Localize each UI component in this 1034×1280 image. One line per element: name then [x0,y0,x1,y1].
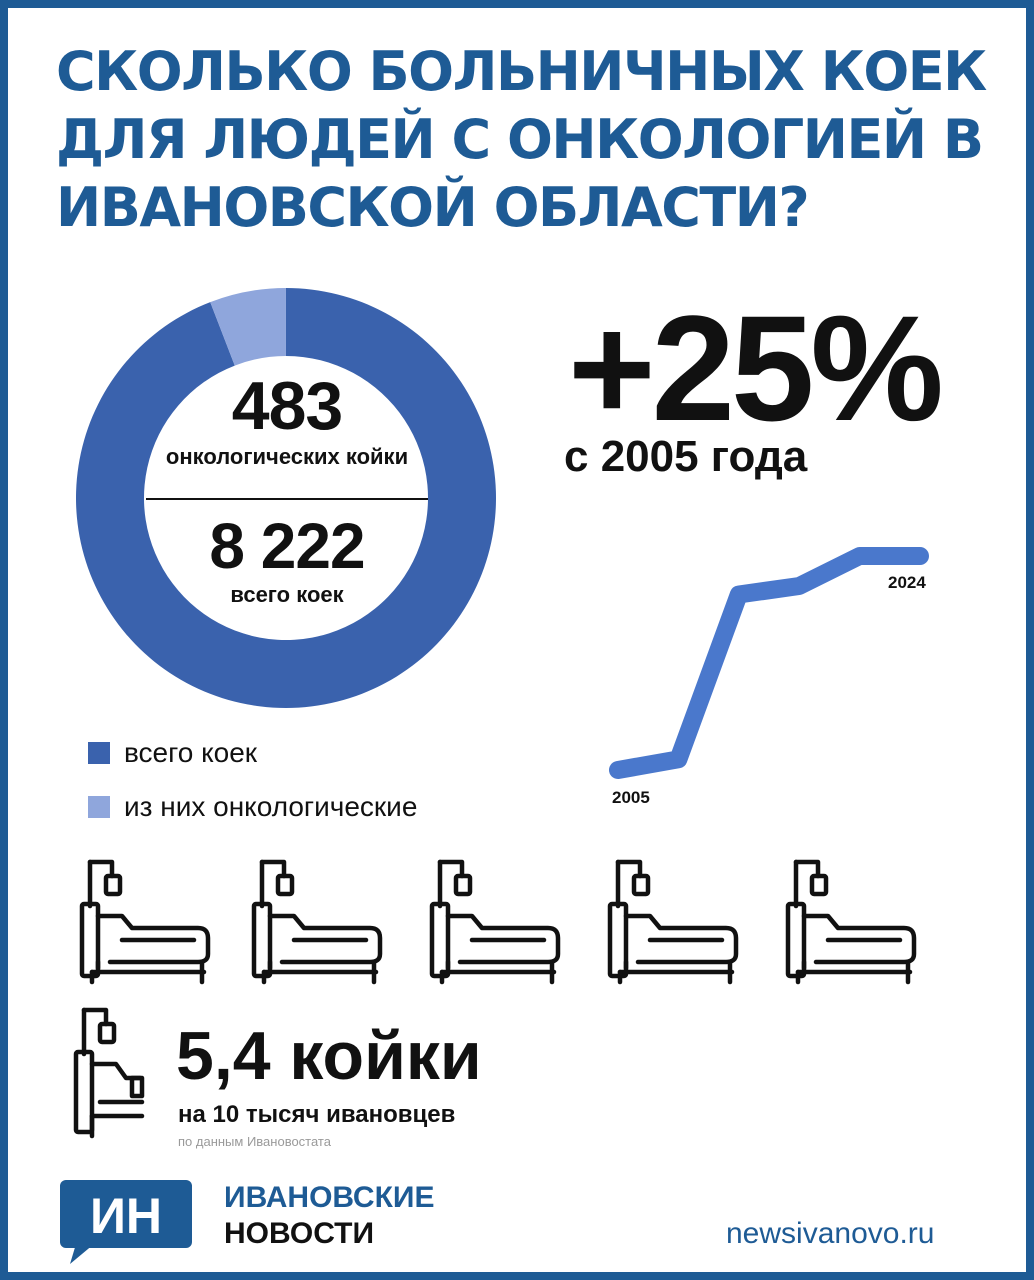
hospital-bed-icon [251,859,383,985]
donut-slice-oncology [210,288,286,366]
line-chart: 2005 2024 [609,547,929,807]
growth-caption: с 2005 года [564,432,808,481]
oncology-beds-label: онкологических койки [165,444,409,469]
legend-label-oncology: из них онкологические [124,791,418,822]
total-beds-value: 8 222 [209,510,365,582]
website-link[interactable]: newsivanovo.ru [726,1217,935,1250]
legend-swatch-total [88,742,110,764]
legend-entry-oncology: из них онкологические [88,790,417,824]
page-title: СКОЛЬКО БОЛЬНИЧНЫХ КОЕК ДЛЯ ЛЮДЕЙ С ОНКО… [56,40,987,239]
x-label-2024: 2024 [888,573,926,592]
brand-name-line2: НОВОСТИ [224,1217,375,1250]
brand-name: ИВАНОВСКИЕ НОВОСТИ [224,1180,434,1252]
legend-entry-total: всего коек [88,736,257,770]
donut-chart [76,288,497,708]
x-label-2005: 2005 [612,788,650,807]
brand-logo-text: ИН [90,1188,162,1244]
hospital-bed-icon [79,859,211,985]
legend-swatch-oncology [88,796,110,818]
legend-label-total: всего коек [124,737,258,768]
hospital-bed-icon [785,859,917,985]
brand-name-line1: ИВАНОВСКИЕ [224,1181,435,1214]
partial-hospital-bed-icon [73,1007,145,1139]
donut-slice-total [76,288,497,708]
hospital-bed-icon [607,859,739,985]
source-note: по данным Ивановостата [178,1134,331,1149]
growth-percent: +25% [568,284,944,452]
hospital-bed-icon [429,859,561,985]
oncology-beds-value: 483 [231,368,343,444]
trend-line [609,547,929,779]
per-capita-caption: на 10 тысяч ивановцев [178,1101,456,1128]
brand-logo: ИН [60,1180,192,1264]
donut-divider [146,498,428,500]
total-beds-label: всего коек [230,582,344,607]
per-capita-value: 5,4 койки [176,1018,482,1094]
